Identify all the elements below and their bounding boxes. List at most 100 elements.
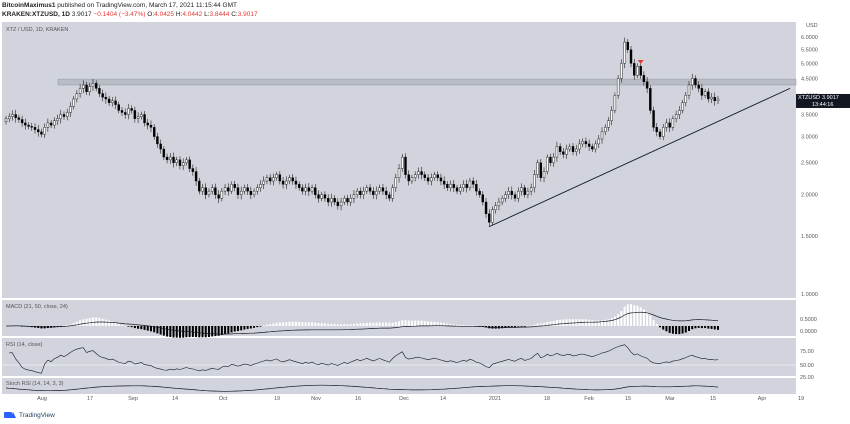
macd-bar (671, 326, 674, 334)
candle-body (214, 187, 217, 195)
macd-bar (452, 324, 455, 326)
x-tick-label: 16 (355, 396, 361, 402)
macd-bar (668, 326, 671, 333)
macd-bar (472, 325, 475, 326)
stoch-title: Stoch RSI (14, 14, 3, 3) (6, 381, 64, 387)
candle-body (59, 114, 62, 119)
chart-area[interactable]: XTZ / USD, 1D, KRAKEN MACD (21, 50, clos… (0, 22, 850, 408)
candle-body (459, 187, 462, 192)
y-axis[interactable]: 6.00005.50005.00004.50004.00003.50003.00… (801, 23, 818, 298)
candle-body (520, 187, 523, 192)
candle-body (294, 180, 298, 185)
candle-body (713, 96, 716, 102)
macd-bar (385, 322, 388, 326)
candle-body (252, 190, 256, 195)
macd-bar (272, 323, 275, 326)
x-tick-label: 15 (710, 396, 716, 402)
candle-body (555, 146, 559, 158)
macd-bar (681, 326, 684, 334)
candle-body (262, 180, 265, 185)
macd-histogram (5, 304, 719, 338)
rsi-title: RSI (14, close) (6, 342, 43, 348)
stoch-line (5, 384, 719, 392)
candle-body (117, 104, 120, 111)
candle-body (201, 187, 204, 192)
macd-bar (456, 324, 459, 326)
candle-body (587, 143, 591, 147)
candle-body (46, 122, 50, 128)
candle-body (504, 194, 507, 199)
candle-body (359, 190, 362, 195)
candle-body (378, 187, 381, 192)
ascending-support-line (489, 87, 791, 228)
macd-bar (504, 326, 507, 328)
x-axis[interactable]: Aug 17 Sep 14 Oct 19 Nov 16 Dec 14 2021 18 Feb 15 Mar 1… (37, 396, 804, 402)
candle-body (272, 177, 275, 182)
macd-bar (304, 322, 307, 326)
macd-bar (439, 322, 442, 326)
macd-bar (530, 325, 533, 327)
candle-body (462, 184, 465, 188)
currency-label: USD (806, 23, 818, 29)
price-chart[interactable]: XTZ / USD, 1D, KRAKEN MACD (21, 50, clos… (0, 22, 850, 408)
macd-bar (211, 326, 214, 337)
main-pane[interactable] (2, 22, 796, 298)
candle-body (165, 156, 169, 161)
macd-bar (298, 321, 301, 326)
candle-body (56, 118, 59, 121)
candle-body (507, 190, 510, 195)
candle-body (365, 187, 369, 192)
y-tick-label: 5.0000 (801, 61, 818, 67)
candle-body (333, 198, 336, 203)
macd-bar (414, 320, 417, 326)
macd-bar (523, 326, 526, 327)
candle-body (249, 190, 253, 195)
author-name[interactable]: BitcoinMaximus1 (2, 2, 56, 9)
macd-bar (404, 320, 407, 326)
candle-body (633, 63, 636, 76)
candle-body (610, 110, 613, 121)
macd-bar (143, 326, 146, 330)
candle-body (716, 98, 720, 102)
candle-body (172, 156, 175, 163)
macd-bar (704, 326, 707, 329)
rsi-pane[interactable] (2, 338, 796, 376)
macd-bar (568, 319, 571, 326)
tradingview-brand[interactable]: TradingView (4, 411, 55, 419)
candle-body (40, 131, 43, 135)
candle-body (20, 119, 24, 124)
price-change: −0.1404 (−3.47%) (93, 11, 146, 18)
candle-body (381, 187, 385, 192)
macd-bar (710, 326, 713, 329)
macd-bar (433, 321, 436, 326)
candle-body (162, 148, 166, 158)
candle-body (239, 190, 243, 195)
price-label-symbol: XTZUSD (798, 95, 820, 101)
macd-bar (88, 318, 91, 326)
macd-bar (359, 323, 362, 326)
candle-body (413, 174, 417, 178)
candle-body (107, 98, 111, 103)
candle-body (465, 184, 468, 188)
candle-body (420, 171, 423, 175)
o-value: 4.0425 (154, 11, 175, 18)
macd-bar (246, 326, 249, 329)
macd-bar (75, 321, 78, 326)
candle-body (658, 131, 662, 137)
candle-body (468, 180, 472, 188)
x-tick-label: Feb (584, 396, 593, 402)
candle-body (584, 141, 588, 145)
macd-bar (510, 326, 513, 328)
macd-bar (717, 326, 719, 330)
macd-pane[interactable] (2, 300, 796, 336)
macd-bar (352, 323, 355, 326)
candle-body (575, 148, 578, 152)
macd-bar (256, 326, 259, 328)
macd-bar (562, 319, 565, 326)
candle-body (178, 159, 182, 166)
macd-bar (201, 326, 204, 338)
macd-bar (565, 319, 568, 326)
macd-bar (533, 324, 536, 326)
x-tick-label: Aug (37, 396, 47, 402)
macd-bar (659, 326, 662, 328)
